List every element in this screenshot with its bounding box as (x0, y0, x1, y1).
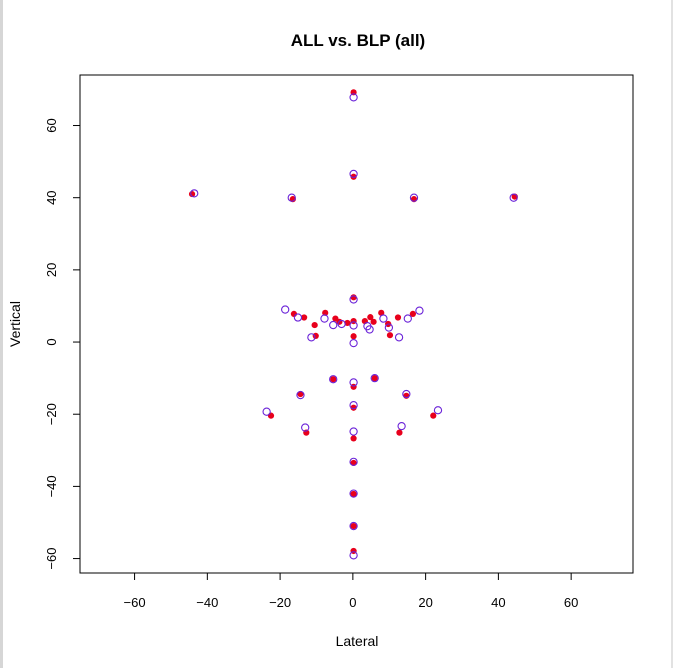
data-point-open (293, 313, 303, 322)
data-point-filled (430, 412, 437, 419)
data-point-open (379, 314, 388, 323)
data-point-open (433, 406, 443, 415)
data-point-open (384, 323, 394, 332)
data-point-open (296, 390, 305, 400)
data-point-filled (367, 314, 374, 321)
data-point-open (349, 457, 358, 467)
data-point-open (349, 427, 358, 436)
y-tick-label: 40 (44, 190, 59, 204)
data-point-filled (350, 333, 357, 340)
data-point-filled (386, 332, 394, 339)
data-point-filled (350, 522, 357, 530)
data-point-filled (344, 319, 351, 327)
x-tick-label: 60 (564, 595, 578, 610)
data-point-filled (350, 459, 357, 467)
data-point-open (262, 407, 271, 416)
data-points (188, 89, 518, 560)
data-point-filled (378, 309, 385, 316)
data-point-open (365, 325, 374, 334)
data-point-open (337, 319, 346, 329)
data-point-open (509, 193, 518, 202)
y-axis: −60 −40 −20 0 20 40 60 (44, 118, 81, 570)
data-point-filled (396, 429, 403, 436)
data-point-filled (312, 332, 319, 340)
data-point-open (415, 306, 424, 315)
x-tick-label: 20 (418, 595, 432, 610)
data-point-filled (409, 310, 416, 317)
data-point-open (301, 423, 310, 432)
y-tick-label: −60 (44, 548, 59, 570)
data-point-filled (394, 314, 402, 321)
data-point-open (349, 489, 358, 498)
x-axis-label: Lateral (336, 633, 379, 649)
x-tick-label: −60 (124, 595, 146, 610)
y-tick-label: 20 (44, 263, 59, 277)
data-point-open (307, 333, 316, 342)
data-point-open (349, 321, 358, 330)
data-point-open (349, 521, 358, 531)
y-tick-label: −40 (44, 475, 59, 497)
data-point-open (349, 338, 358, 348)
data-point-open (349, 551, 358, 560)
data-point-open (349, 295, 358, 304)
data-point-filled (350, 490, 357, 498)
data-point-filled (311, 321, 318, 329)
data-point-open (402, 389, 411, 399)
data-point-open (329, 375, 338, 384)
data-point-open (370, 373, 379, 383)
data-point-filled (297, 390, 304, 398)
data-point-open (287, 193, 296, 202)
data-point-filled (330, 376, 337, 383)
data-point-open (320, 314, 329, 323)
data-point-open (409, 193, 419, 202)
x-tick-label: 40 (491, 595, 505, 610)
data-point-filled (370, 318, 377, 325)
data-point-open (281, 305, 290, 314)
y-axis-label: Vertical (7, 301, 23, 347)
data-point-filled (350, 173, 357, 180)
data-point-open (329, 320, 338, 330)
y-tick-label: 60 (44, 118, 59, 132)
data-point-filled (301, 314, 308, 321)
data-point-open (394, 333, 404, 342)
data-point-open (397, 421, 406, 431)
data-point-filled (350, 404, 357, 411)
data-point-filled (322, 309, 329, 316)
data-point-filled (371, 375, 378, 382)
chart-title: ALL vs. BLP (all) (291, 31, 425, 50)
window-edge-right (671, 0, 673, 668)
data-point-open (349, 169, 358, 179)
data-point-filled (350, 435, 357, 442)
y-tick-label: −20 (44, 403, 59, 425)
window-edge-left (0, 0, 3, 668)
data-point-open (349, 378, 358, 387)
data-point-filled (290, 310, 298, 317)
x-tick-label: 0 (349, 595, 356, 610)
data-point-filled (267, 412, 275, 419)
x-tick-label: −40 (196, 595, 218, 610)
data-point-open (403, 314, 412, 323)
data-point-open (190, 189, 199, 198)
data-point-open (349, 401, 358, 410)
y-tick-label: 0 (44, 338, 59, 345)
x-tick-label: −20 (269, 595, 291, 610)
data-point-open (349, 93, 358, 102)
x-axis: −60 −40 −20 0 20 40 60 (124, 572, 578, 610)
